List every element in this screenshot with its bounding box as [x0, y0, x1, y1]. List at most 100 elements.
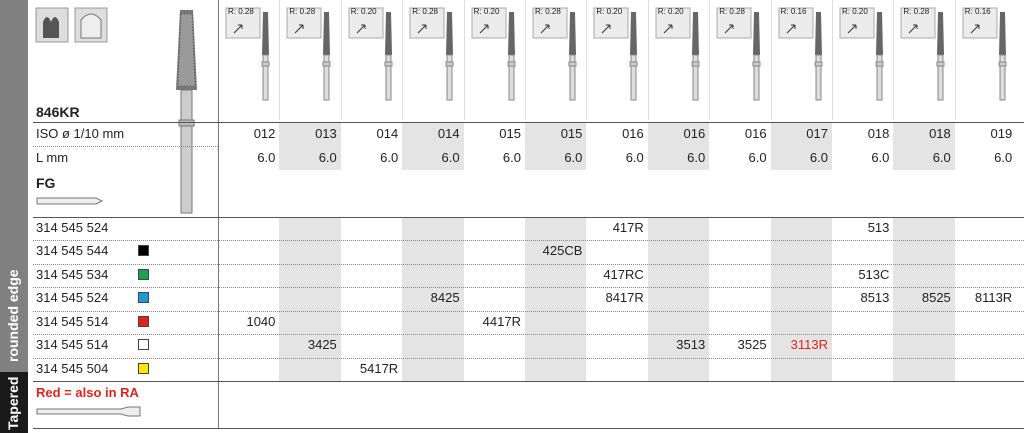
column-shade — [893, 216, 955, 381]
catalog-number: 513 — [867, 219, 890, 235]
edge-label: rounded edge — [5, 269, 21, 362]
row-rule — [33, 334, 1024, 335]
iso-value: 017 — [806, 126, 828, 141]
rule — [33, 381, 1024, 382]
column-divider — [647, 0, 649, 120]
iso-value: 013 — [315, 126, 337, 141]
radius: R: 0.20 — [473, 7, 500, 16]
length-label: L mm — [36, 150, 69, 165]
catalog-number: 417RC — [603, 266, 644, 282]
fg-shank-icon — [36, 197, 104, 205]
column-shade — [647, 216, 710, 381]
mount-label: FG — [36, 175, 56, 191]
column-shade — [279, 216, 341, 381]
iso-value: 018 — [929, 126, 951, 141]
column-divider — [525, 0, 526, 120]
sidebar-shape — [0, 372, 28, 433]
color-marker — [138, 339, 149, 350]
iso-label: ISO ø 1/10 mm — [36, 126, 125, 141]
radius: R: 0.28 — [903, 7, 930, 16]
column-divider — [279, 0, 281, 120]
product-code: 846KR — [36, 104, 80, 120]
length-value: 6.0 — [625, 150, 644, 165]
radius: R: 0.20 — [657, 7, 684, 16]
rule — [33, 216, 1024, 218]
radius: R: 0.20 — [596, 7, 623, 16]
column-divider — [832, 0, 833, 120]
sidebar-edge — [0, 0, 28, 372]
column-shade — [402, 216, 464, 381]
catalog-number: 8113R — [974, 290, 1013, 305]
color-marker — [138, 362, 149, 374]
catalog-number: 513C — [858, 266, 890, 282]
bur-image — [532, 7, 577, 101]
radius: R: 0.16 — [964, 7, 991, 16]
row-rule — [33, 287, 1024, 288]
catalog-number: 8513 — [860, 290, 890, 305]
catalog-number: 3525 — [737, 337, 767, 352]
shape-label: Tapered — [5, 376, 21, 430]
length-value: 6.0 — [318, 150, 337, 165]
bur-image — [962, 7, 1007, 101]
column-shade — [770, 122, 832, 170]
ref-number: 314 545 524 — [36, 219, 109, 235]
ra-shank-icon — [36, 406, 141, 417]
column-shade — [770, 216, 832, 381]
catalog-number: 1040 — [246, 313, 276, 329]
ref-number: 314 545 524 — [36, 290, 109, 305]
column-shade — [279, 122, 341, 170]
catalog-number: 3113R — [790, 337, 828, 352]
color-marker — [138, 292, 149, 303]
rule — [33, 428, 1024, 429]
iso-value: 014 — [376, 126, 399, 141]
radius: R: 0.28 — [535, 7, 561, 16]
bur-image — [655, 7, 700, 101]
divider — [218, 0, 219, 428]
column-shade — [525, 122, 587, 170]
catalog-number: 8425 — [430, 290, 460, 305]
length-value: 6.0 — [564, 150, 583, 165]
catalog-number: 3425 — [307, 337, 337, 352]
iso-value: 016 — [622, 126, 644, 141]
row-rule — [33, 263, 1024, 265]
note: Red = also in RA — [36, 385, 139, 400]
length-value: 6.0 — [809, 150, 828, 165]
ref-number: 314 545 504 — [36, 360, 109, 376]
rule — [33, 122, 1024, 123]
length-value: 6.0 — [871, 150, 890, 165]
radius: R: 0.28 — [412, 7, 438, 16]
radius: R: 0.20 — [842, 7, 868, 16]
bur-image — [900, 7, 945, 101]
ref-number: 314 545 544 — [36, 243, 109, 258]
bur-image — [348, 7, 393, 101]
bur-image — [778, 7, 823, 101]
bur-image — [839, 7, 884, 101]
catalog-number: 425CB — [542, 243, 583, 258]
radius: R: 0.20 — [350, 7, 377, 16]
column-divider — [402, 0, 404, 120]
column-divider — [586, 0, 588, 120]
bur-image — [593, 7, 638, 101]
ref-number: 314 545 534 — [36, 266, 109, 282]
column-divider — [463, 0, 465, 120]
catalog-number: 5417R — [359, 360, 399, 376]
catalog-number: 3513 — [676, 337, 706, 352]
length-value: 6.0 — [994, 150, 1013, 165]
iso-value: 014 — [437, 126, 460, 141]
column-divider — [709, 0, 711, 120]
iso-value: 016 — [744, 126, 767, 141]
catalog-number: 417R — [612, 219, 644, 235]
column-divider — [340, 0, 342, 120]
column-shade — [647, 122, 710, 170]
iso-value: 015 — [499, 126, 521, 141]
catalog-number: 8417R — [605, 290, 644, 305]
length-value: 6.0 — [441, 150, 460, 165]
row-rule — [33, 240, 1024, 241]
column-divider — [770, 0, 772, 120]
catalog-number: 4417R — [482, 313, 521, 329]
radius: R: 0.28 — [289, 7, 316, 16]
ref-number: 314 545 514 — [36, 313, 109, 329]
bur-image — [716, 7, 761, 101]
length-value: 6.0 — [932, 150, 951, 165]
